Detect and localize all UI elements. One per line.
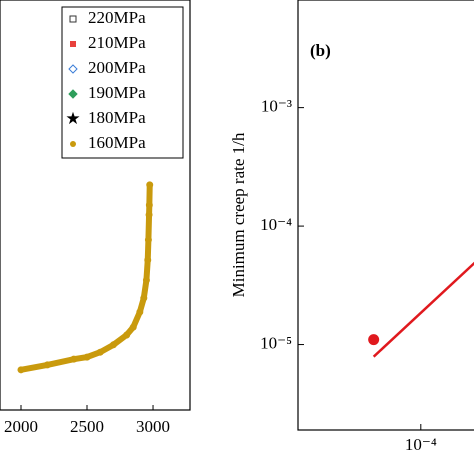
y-axis-label: Minimum creep rate 1/h <box>229 132 248 297</box>
data-point <box>144 236 152 244</box>
data-point <box>140 294 148 302</box>
data-point <box>129 323 137 331</box>
x-tick-label: 3000 <box>136 417 170 436</box>
left-plot-frame <box>0 0 191 411</box>
data-point <box>96 348 104 356</box>
data-point <box>145 201 153 209</box>
data-point <box>123 331 131 339</box>
data-point <box>144 256 152 264</box>
data-point <box>70 355 78 363</box>
x-tick-label: 2000 <box>4 417 38 436</box>
x-tick-label: 10⁻⁴ <box>405 435 437 454</box>
legend-marker <box>69 15 77 23</box>
legend-marker <box>70 141 76 147</box>
legend-box <box>61 6 184 159</box>
y-tick-label: 10⁻⁵ <box>260 333 292 352</box>
y-tick-label: 10⁻⁴ <box>260 215 292 234</box>
data-point <box>43 361 51 369</box>
legend-label: 210MPa <box>88 33 146 52</box>
legend-label: 180MPa <box>88 108 146 127</box>
legend-label: 220MPa <box>88 8 146 27</box>
legend-marker <box>70 41 76 47</box>
data-point <box>17 366 25 374</box>
data-point <box>109 341 117 349</box>
legend-label: 160MPa <box>88 133 146 152</box>
y-tick-label: 10⁻³ <box>261 97 292 116</box>
series-line <box>17 181 153 373</box>
x-tick-label: 2500 <box>70 417 104 436</box>
panel-label: (b) <box>310 41 331 60</box>
legend-marker <box>68 89 78 99</box>
data-point <box>83 353 91 361</box>
data-point <box>145 211 153 219</box>
legend-marker: ★ <box>65 109 80 128</box>
data-point <box>368 334 380 346</box>
legend-label: 200MPa <box>88 58 146 77</box>
fit-line <box>372 261 474 358</box>
right-plot-frame <box>297 0 474 431</box>
data-point <box>136 308 144 316</box>
legend-label: 190MPa <box>88 83 146 102</box>
data-point <box>146 181 154 189</box>
data-point <box>142 276 150 284</box>
legend-marker <box>68 64 78 74</box>
